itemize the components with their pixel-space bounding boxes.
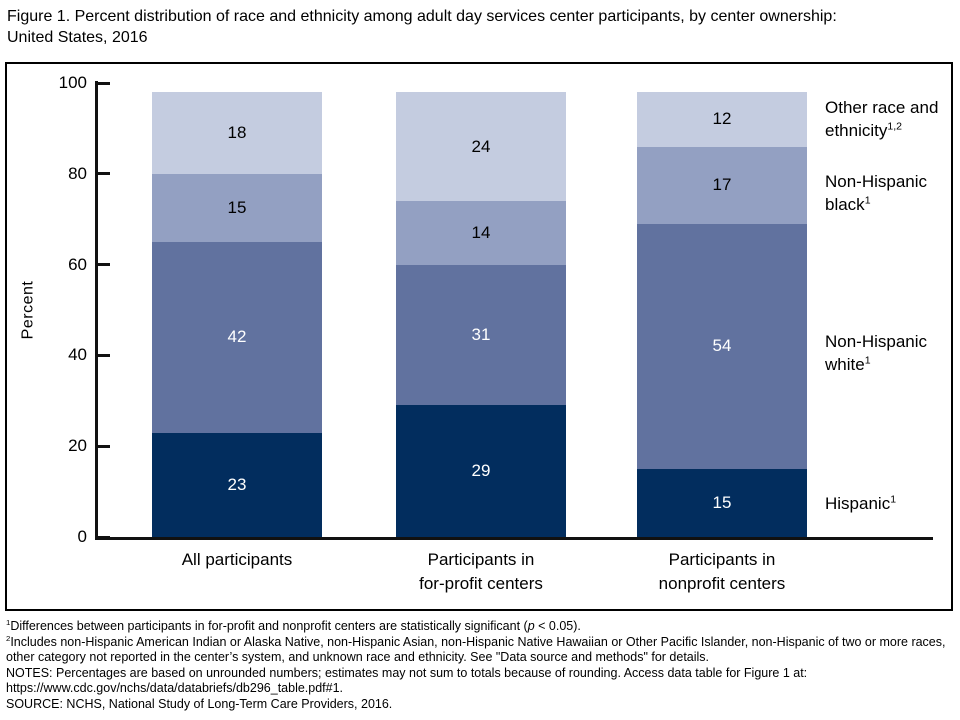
legend-label: Non-Hispanic black1 [825,170,949,216]
y-tick-mark [98,535,110,539]
footnote-2: 2Includes non-Hispanic American Indian o… [6,633,954,666]
y-axis-line [95,81,98,540]
x-category-label-line: All participants [181,550,293,569]
bar-segment: 42 [152,241,322,433]
legend-label-line: Other race and [825,98,939,117]
legend-footnote-marker: 1 [864,194,871,207]
y-tick-mark [98,353,110,357]
y-tick-mark [98,444,110,448]
footnote-notes: NOTES: Percentages are based on unrounde… [6,665,808,696]
footnote-1: 1Differences between participants in for… [6,617,954,635]
bar-value-label: 15 [712,492,732,512]
bar-value-label: 24 [471,136,491,156]
bar-value-label: 42 [227,327,247,347]
bar-value-label: 18 [227,122,247,142]
x-category-label-line: Participants in [427,550,535,569]
legend-label-line: ethnicity1,2 [825,120,903,140]
y-tick-label: 60 [68,254,87,274]
bar-value-label: 29 [471,461,491,481]
figure-title-line1: Figure 1. Percent distribution of race a… [7,8,837,25]
x-category-label: All participants [127,548,347,572]
legend-label: Non-Hispanic white1 [825,330,949,376]
x-category-label-line: Participants in [668,550,776,569]
x-axis-line [95,537,933,540]
y-tick-mark [98,263,110,267]
x-category-label: Participants in for-profit centers [371,548,591,596]
figure-title-line2: United States, 2016 [7,29,148,47]
footnote-1-text: Differences between participants in for-… [10,619,528,633]
y-tick-label: 20 [68,436,87,456]
y-tick-label: 40 [68,345,87,365]
bar-value-label: 54 [712,336,732,356]
x-category-label-line: nonprofit centers [658,574,786,593]
bar-segment: 12 [637,92,807,147]
x-category-label-line: for-profit centers [419,574,543,593]
footnote-source: SOURCE: NCHS, National Study of Long-Ter… [6,696,393,711]
bar-value-label: 31 [471,324,491,344]
legend-label: Other race and ethnicity1,2 [825,96,949,142]
legend-footnote-marker: 1,2 [887,120,903,133]
bar-segment: 54 [637,223,807,469]
bar-segment: 14 [396,201,566,265]
bar-value-label: 14 [471,222,491,242]
footnotes: 1Differences between participants in for… [6,617,954,713]
footnote-1-marker: 1 [6,617,11,627]
figure-title: Figure 1. Percent distribution of race a… [7,6,955,48]
legend-label-line: Non-Hispanic [825,172,928,191]
y-tick-label: 80 [68,163,87,183]
chart-frame: Percent 0 20 40 60 80 100 23 42 15 18 All particip… [5,62,953,611]
footnote-2-text: Includes non-Hispanic American Indian or… [6,634,946,665]
footnote-1-text-end: < 0.05). [534,619,581,633]
bar-segment: 18 [152,92,322,174]
legend-label-line: white1 [825,354,871,374]
legend-footnote-marker: 1 [890,493,897,506]
bar-segment: 24 [396,92,566,202]
bar-segment: 15 [637,468,807,537]
y-tick-label: 0 [77,527,87,546]
bar-segment: 17 [637,146,807,224]
legend-footnote-marker: 1 [864,354,871,367]
bar-segment: 31 [396,264,566,406]
y-tick-mark [98,81,110,85]
plot-area: 0 20 40 60 80 100 23 42 15 18 All participants 29 31… [7,64,951,609]
legend-label-line: Hispanic1 [825,493,897,513]
bar-value-label: 23 [227,474,247,494]
bar-segment: 23 [152,432,322,537]
y-tick-mark [98,172,110,176]
legend-label-line: Non-Hispanic [825,332,928,351]
bar-value-label: 17 [712,175,732,195]
bar-value-label: 15 [227,197,247,217]
footnote-1-italic-p: p [527,619,535,633]
bar-segment: 15 [152,173,322,242]
y-tick-label: 100 [58,73,87,92]
footnote-2-marker: 2 [6,633,11,643]
bar-segment: 29 [396,405,566,537]
bar-value-label: 12 [712,109,732,129]
legend-label-line: black1 [825,194,871,214]
legend-label: Hispanic1 [825,492,949,515]
x-category-label: Participants in nonprofit centers [612,548,832,596]
